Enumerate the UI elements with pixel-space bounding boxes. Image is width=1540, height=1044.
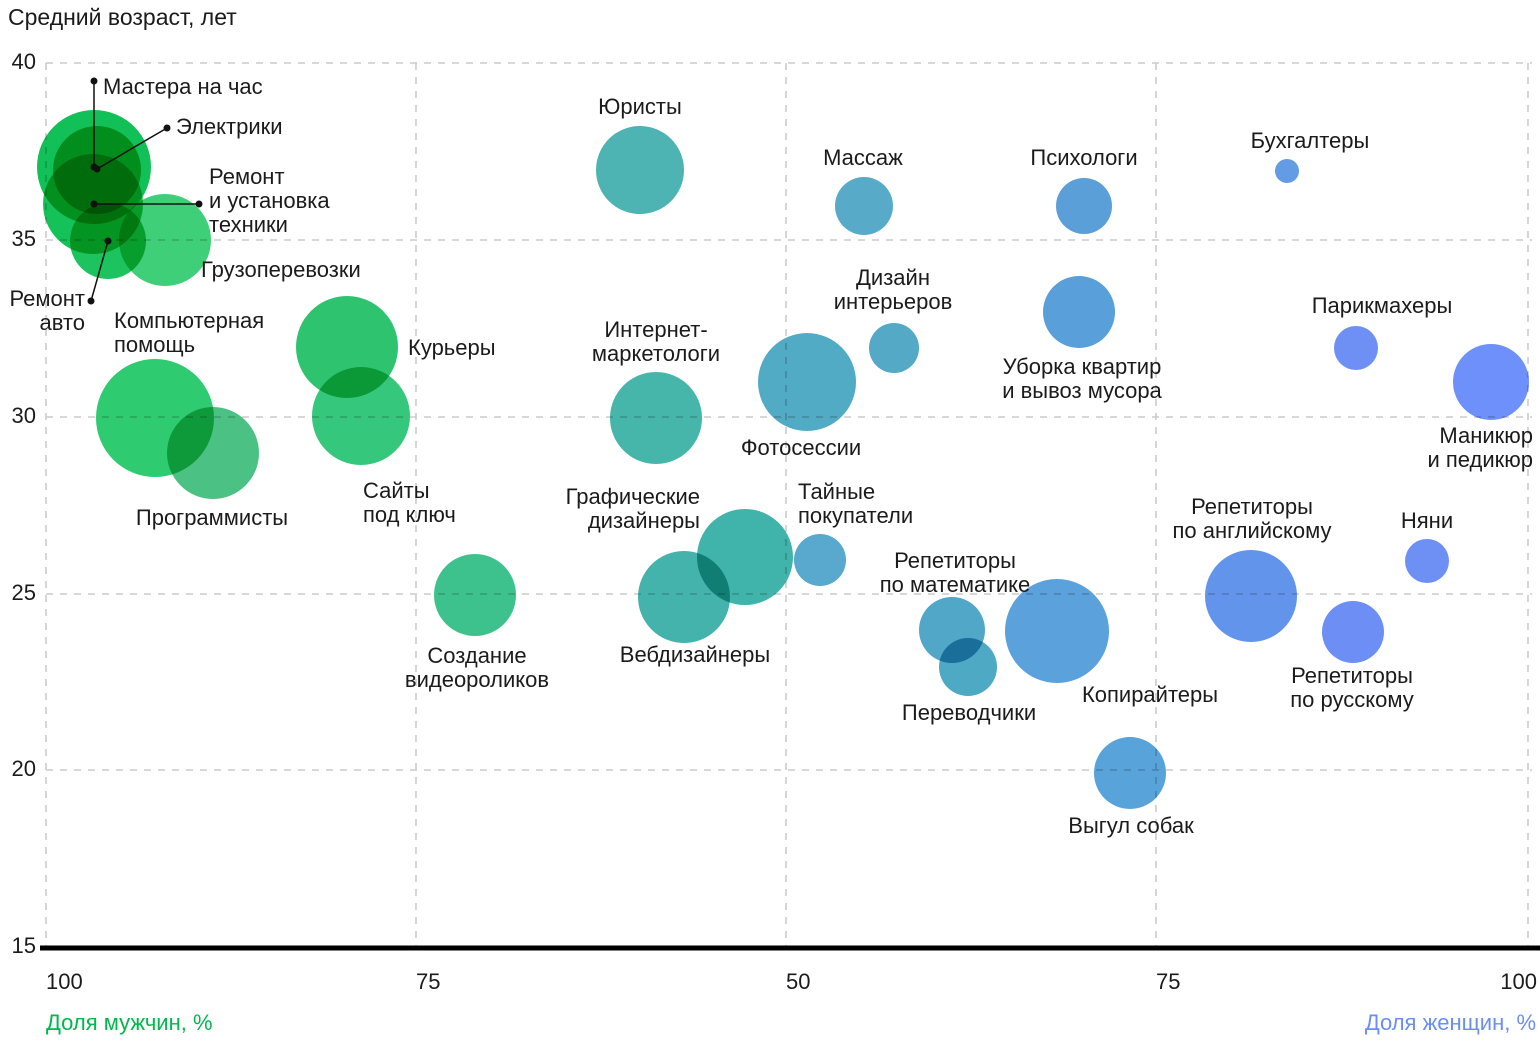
bubble-label: Копирайтеры xyxy=(1082,682,1218,707)
bubble-men xyxy=(119,194,211,286)
y-tick-label: 35 xyxy=(12,226,36,251)
y-tick-label: 20 xyxy=(12,756,36,781)
bubble-label: Графические дизайнеры xyxy=(566,484,700,533)
x-tick-label: 100 xyxy=(46,969,83,994)
x-axis-label-men: Доля мужчин, % xyxy=(46,1010,213,1035)
chart-title: Средний возраст, лет xyxy=(8,4,237,30)
bubble-men xyxy=(610,372,702,464)
bubble-women xyxy=(835,177,893,235)
leader-line xyxy=(90,240,109,302)
bubble-label: Выгул собак xyxy=(1068,813,1194,838)
bubble-label: Уборка квартир и вывоз мусора xyxy=(1002,354,1162,403)
bubble-women xyxy=(1205,550,1297,642)
y-tick-label: 40 xyxy=(12,49,36,74)
bubble-men xyxy=(434,554,516,636)
bubble-label: Программисты xyxy=(136,505,288,530)
bubble-label: Репетиторы по русскому xyxy=(1290,663,1413,712)
bubble-label: Компьютерная помощь xyxy=(114,308,264,357)
bubble-men xyxy=(697,509,793,605)
bubble-women xyxy=(1334,326,1378,370)
bubble-label: Репетиторы по английскому xyxy=(1172,494,1331,543)
bubble-women xyxy=(1043,276,1115,348)
bubble-men xyxy=(312,367,410,465)
bubble-label: Дизайн интерьеров xyxy=(834,265,953,314)
bubble-label: Няни xyxy=(1401,508,1453,533)
y-tick-label: 15 xyxy=(12,933,36,958)
bubble-women xyxy=(758,333,856,431)
leader-dot xyxy=(90,77,98,85)
bubble-women xyxy=(1094,737,1166,809)
leader-line xyxy=(96,127,168,170)
bubble-women xyxy=(1405,539,1449,583)
y-tick-label: 25 xyxy=(12,580,36,605)
bubble-label: Психологи xyxy=(1030,145,1137,170)
leader-dot xyxy=(93,165,101,173)
x-axis-label-women: Доля женщин, % xyxy=(1364,1010,1536,1035)
bubble-men xyxy=(596,126,684,214)
bubble-label: Юристы xyxy=(598,94,682,119)
bubble-label: Интернет-маркетологи xyxy=(592,317,720,366)
bubble-label: Парикмахеры xyxy=(1312,293,1453,318)
bubble-label: Ремонт и установка техники xyxy=(209,164,330,237)
bubble-label: Создание видеороликов xyxy=(405,643,549,692)
bubble-label: Фотосессии xyxy=(741,435,861,460)
bubble-label: Переводчики xyxy=(902,700,1036,725)
bubble-women xyxy=(1275,159,1299,183)
leader-dot xyxy=(90,200,98,208)
leader-dot xyxy=(87,297,95,305)
bubble-label: Маникюр и педикюр xyxy=(1427,423,1533,472)
bubble-women xyxy=(1005,579,1109,683)
bubble-label: Сайты под ключ xyxy=(363,478,456,527)
bubble-men xyxy=(167,407,259,499)
bubble-label: Ремонт авто xyxy=(9,286,85,335)
leader-dot xyxy=(195,200,203,208)
x-tick-label: 75 xyxy=(416,969,440,994)
bubble-label: Бухгалтеры xyxy=(1251,128,1370,153)
bubble-label: Электрики xyxy=(176,114,283,139)
bubble-women xyxy=(1453,344,1529,420)
bubble-label: Массаж xyxy=(823,145,903,170)
bubble-women xyxy=(939,638,997,696)
bubble-label: Мастера на час xyxy=(103,74,263,99)
bubble-women xyxy=(1056,178,1112,234)
leader-dot xyxy=(163,124,171,132)
bubble-women xyxy=(794,534,846,586)
bubble-label: Репетиторы по математике xyxy=(880,548,1031,597)
bubble-women xyxy=(1322,601,1384,663)
bubble-women xyxy=(869,323,919,373)
y-tick-label: 30 xyxy=(12,403,36,428)
x-tick-label: 100 xyxy=(1500,969,1537,994)
leader-dot xyxy=(104,237,112,245)
bubble-label: Грузоперевозки xyxy=(201,257,361,282)
bubble-label: Вебдизайнеры xyxy=(620,642,770,667)
x-tick-label: 50 xyxy=(786,969,810,994)
x-tick-label: 75 xyxy=(1156,969,1180,994)
bubble-label: Курьеры xyxy=(408,335,496,360)
bubble-label: Тайные покупатели xyxy=(798,479,913,528)
